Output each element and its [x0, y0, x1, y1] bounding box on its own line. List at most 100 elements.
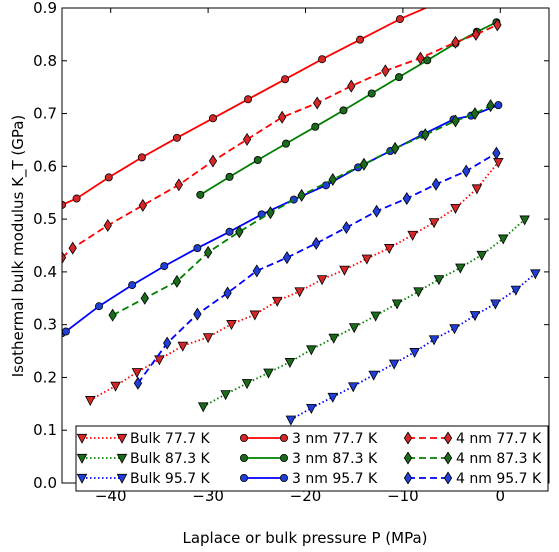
y-axis-label: Isothermal bulk modulus K_T (GPa)	[9, 115, 28, 378]
legend-marker	[403, 431, 413, 445]
data-point	[266, 206, 275, 220]
data-point	[356, 35, 365, 44]
x-axis-label: Laplace or bulk pressure P (MPa)	[182, 529, 427, 547]
data-point	[510, 285, 522, 296]
data-point	[160, 262, 169, 271]
legend-marker	[239, 473, 248, 482]
legend-marker	[443, 431, 453, 445]
data-point	[449, 324, 460, 335]
data-point	[492, 146, 501, 160]
legend-label: Bulk 95.7 K	[130, 471, 211, 487]
series-1	[197, 215, 530, 413]
data-point	[313, 96, 322, 110]
data-point	[416, 51, 425, 65]
data-point	[235, 225, 244, 239]
data-point	[470, 107, 480, 121]
x-tick-label: 0	[496, 487, 506, 505]
y-tick-label: 0.8	[33, 52, 57, 70]
data-point	[174, 178, 184, 192]
data-point	[455, 263, 466, 274]
series-6	[62, 18, 502, 265]
legend-item: 3 nm 77.7 K	[239, 431, 378, 447]
data-point	[361, 254, 373, 265]
legend-marker	[239, 453, 248, 462]
data-point	[103, 218, 112, 232]
data-point	[110, 381, 121, 392]
data-point	[62, 327, 70, 336]
data-point	[225, 172, 234, 181]
y-tick-label: 0.3	[33, 316, 57, 334]
data-point	[277, 110, 287, 124]
legend-item: Bulk 87.3 K	[76, 451, 211, 467]
plot-background	[62, 8, 549, 483]
data-point	[208, 154, 218, 168]
data-point	[342, 221, 351, 235]
data-point	[131, 368, 143, 379]
data-point	[282, 139, 291, 148]
data-point	[226, 320, 237, 331]
legend-box	[75, 425, 549, 492]
data-point	[497, 234, 509, 245]
data-point	[318, 55, 327, 64]
legend: Bulk 77.7 K 3 nm 77.7 K 4 nm 77.7 K Bulk 87…	[75, 425, 549, 492]
data-point	[469, 311, 481, 322]
data-point	[530, 269, 541, 280]
data-point	[203, 245, 213, 259]
data-point	[249, 310, 261, 321]
legend-label: 4 nm 95.7 K	[456, 471, 542, 487]
data-point	[197, 402, 209, 413]
legend-marker	[76, 433, 88, 444]
data-point	[451, 114, 460, 128]
data-point	[172, 274, 182, 288]
legend-item: 4 nm 77.7 K	[403, 431, 542, 447]
legend-label: Bulk 77.7 K	[130, 431, 211, 447]
data-point	[282, 251, 292, 265]
y-tick-label: 0.6	[33, 157, 57, 175]
data-point	[402, 192, 411, 206]
data-point	[62, 251, 67, 265]
data-point	[391, 299, 403, 310]
legend-label: 4 nm 87.3 K	[456, 451, 542, 467]
data-point	[177, 341, 189, 352]
legend-marker	[443, 471, 453, 485]
series-line	[202, 218, 526, 408]
legend-item: Bulk 95.7 K	[76, 471, 211, 487]
series-3	[62, 8, 436, 209]
legend-label: 3 nm 95.7 K	[292, 471, 378, 487]
data-point	[95, 302, 104, 311]
data-point	[140, 291, 149, 305]
data-point	[138, 198, 147, 212]
data-point	[193, 307, 202, 321]
data-point	[367, 89, 376, 98]
data-point	[68, 241, 77, 255]
data-point	[327, 392, 339, 403]
axes-layer: −40 −30 −20 −10 00.00.10.20.30.40.50.60.70.8…	[33, 0, 549, 505]
legend-marker	[239, 433, 248, 442]
data-point	[450, 203, 461, 214]
y-tick-label: 0.1	[33, 421, 57, 439]
legend-item: 4 nm 95.7 K	[403, 471, 542, 487]
data-point	[196, 190, 205, 199]
legend-label: Bulk 87.3 K	[130, 451, 211, 467]
data-point	[395, 15, 404, 24]
data-point	[390, 141, 400, 155]
data-point	[108, 308, 117, 322]
series-2	[285, 269, 541, 426]
series-4	[196, 18, 501, 199]
data-point	[202, 333, 214, 344]
data-point	[242, 132, 252, 146]
legend-marker	[279, 453, 288, 462]
data-point	[223, 286, 232, 300]
legend-marker	[403, 471, 413, 485]
data-point	[348, 323, 360, 334]
data-point	[154, 355, 165, 366]
data-point	[193, 244, 202, 253]
data-point	[476, 250, 488, 261]
data-point	[263, 368, 274, 379]
data-point	[311, 122, 320, 131]
y-tick-label: 0.7	[33, 105, 57, 123]
legend-marker	[76, 453, 88, 464]
series-0	[84, 158, 504, 407]
data-point	[471, 184, 483, 195]
data-point	[423, 56, 432, 65]
